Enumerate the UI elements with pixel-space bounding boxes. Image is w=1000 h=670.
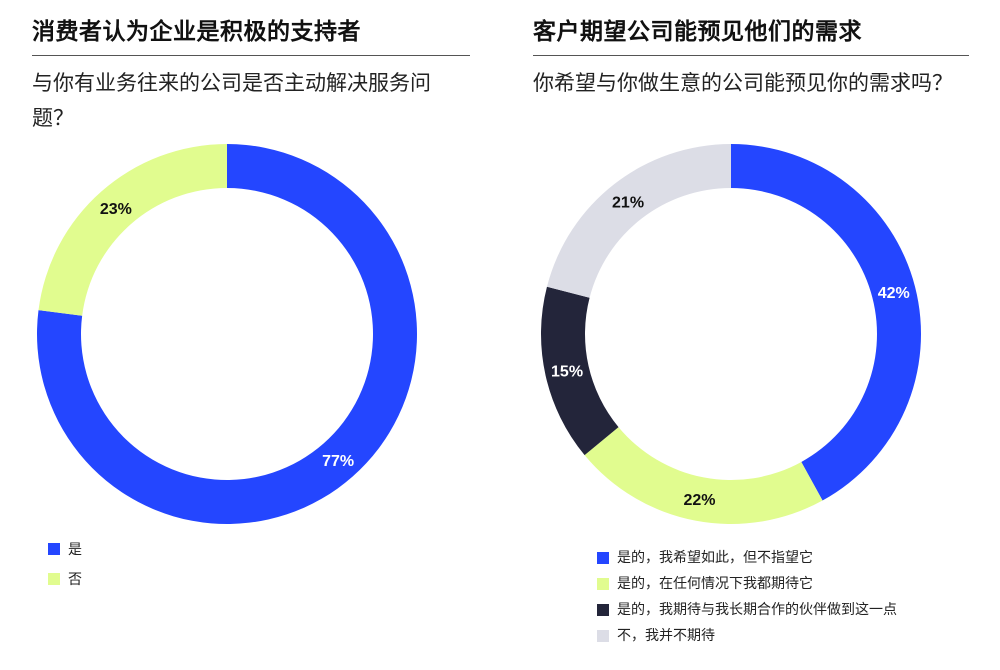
slice-data-label: 23% [100,201,132,218]
donut-slice [584,427,823,524]
legend-label: 是 [68,542,82,558]
donut-slice [541,286,619,456]
legend-item: 是的，我期待与我长期合作的伙伴做到这一点 [597,597,897,623]
left-chart-title: 消费者认为企业是积极的支持者 [32,19,361,45]
donut-slice [731,144,921,501]
legend-swatch [597,604,609,616]
legend-label: 不，我并不期待 [617,628,715,644]
right-legend: 是的，我希望如此，但不指望它 是的，在任何情况下我都期待它是的，我期待与我长期合作… [597,545,897,649]
left-title-divider [32,55,470,56]
slice-data-label: 21% [612,194,644,211]
legend-label: 是的，我希望如此，但不指望它 [617,550,813,566]
legend-swatch [597,552,609,564]
legend-item: 不，我并不期待 [597,623,897,649]
legend-item: 是 [48,534,82,564]
legend-item: 是的，在任何情况下我都期待它 [597,571,897,597]
legend-label: 是的，在任何情况下我都期待它 [617,576,813,592]
left-legend: 是否 [48,534,82,594]
slice-data-label: 15% [551,364,583,381]
slice-data-label: 42% [878,285,910,302]
legend-swatch [48,543,60,555]
donut-slice [546,144,731,298]
donut-slice [38,144,228,316]
left-chart-subtitle: 与你有业务往来的公司是否主动解决服务问题？ [32,71,431,130]
right-chart-title: 客户期望公司能预见他们的需求 [533,19,862,45]
legend-swatch [48,573,60,585]
legend-item: 否 [48,564,82,594]
right-chart-subtitle: 你希望与你做生意的公司能预见你的需求吗？ [533,71,953,95]
slice-data-label: 22% [684,492,716,509]
legend-item: 是的，我希望如此，但不指望它 [597,545,897,571]
slice-data-label: 77% [322,453,354,470]
right-title-divider [533,55,969,56]
legend-swatch [597,578,609,590]
legend-label: 否 [68,572,82,588]
legend-swatch [597,630,609,642]
legend-label: 是的，我期待与我长期合作的伙伴做到这一点 [617,602,897,618]
